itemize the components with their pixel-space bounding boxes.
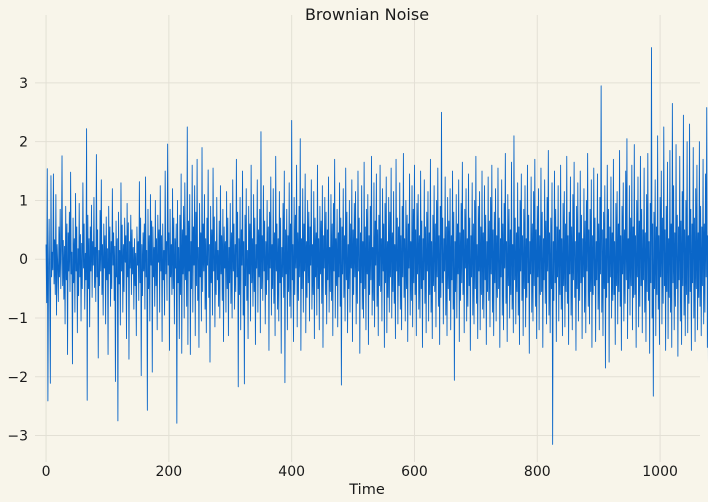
x-tick-label: 200 xyxy=(155,464,182,480)
x-axis-label: Time xyxy=(348,482,385,498)
series-line xyxy=(45,47,708,445)
y-axis-tick-labels: 3 2 1 0 −1 −2 −3 xyxy=(7,76,28,445)
x-tick-label: 0 xyxy=(42,464,51,480)
y-tick-label: −2 xyxy=(7,370,28,386)
chart-title: Brownian Noise xyxy=(305,5,429,24)
y-tick-label: 0 xyxy=(19,252,28,268)
x-axis-tick-labels: 0 200 400 600 800 1000 xyxy=(42,464,678,480)
y-tick-label: −1 xyxy=(7,311,28,327)
x-tick-label: 1000 xyxy=(642,464,678,480)
x-tick-label: 400 xyxy=(278,464,305,480)
x-tick-label: 800 xyxy=(524,464,551,480)
x-tick-label: 600 xyxy=(401,464,428,480)
y-tick-label: −3 xyxy=(7,429,28,445)
y-tick-label: 3 xyxy=(19,76,28,92)
y-tick-label: 2 xyxy=(19,135,28,151)
y-tick-label: 1 xyxy=(19,193,28,209)
